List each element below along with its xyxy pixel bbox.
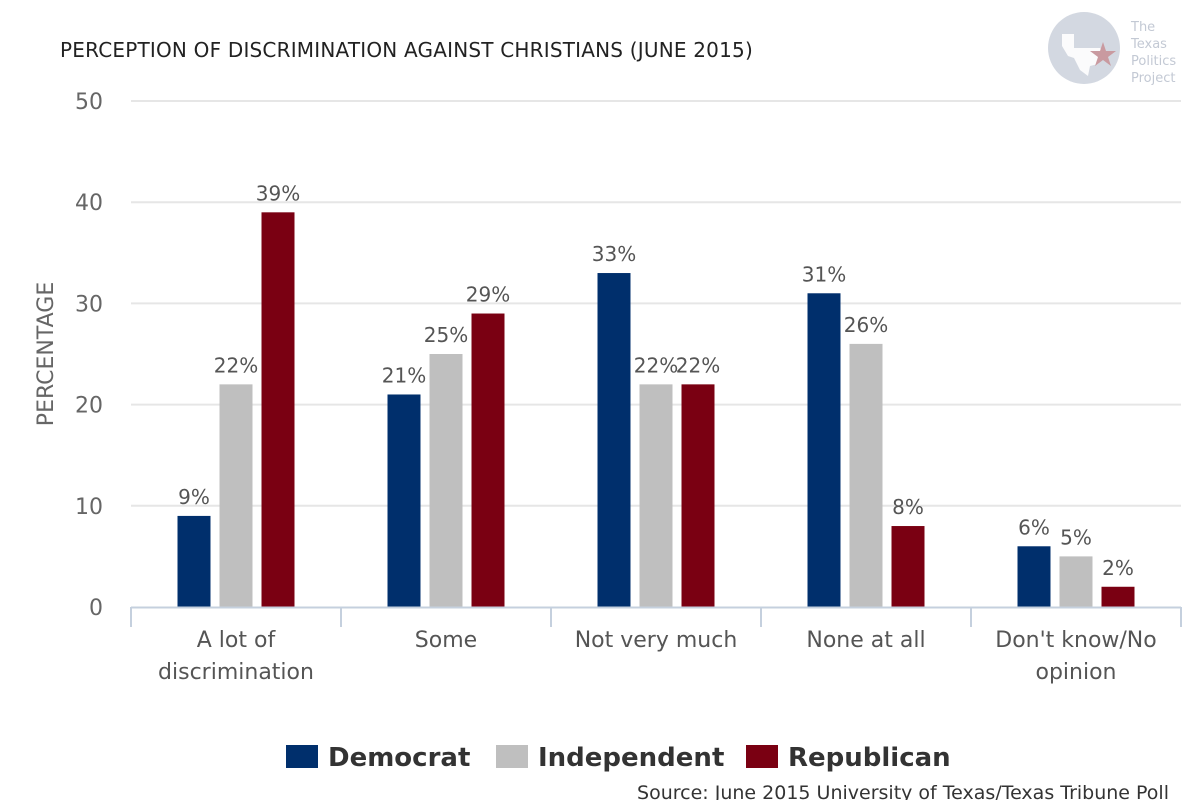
- x-tick-label: discrimination: [158, 660, 314, 685]
- bar-republican: [261, 212, 295, 607]
- legend-label-democrat: Democrat: [328, 743, 470, 773]
- data-label: 5%: [1060, 525, 1092, 549]
- data-label: 31%: [802, 262, 846, 286]
- logo-line-4: Project: [1131, 71, 1175, 86]
- texas-politics-project-logo: The Texas Politics Project: [1048, 12, 1176, 86]
- y-tick-label: 10: [75, 495, 103, 520]
- data-label: 29%: [466, 283, 510, 307]
- x-tick-label: None at all: [806, 628, 925, 653]
- data-label: 2%: [1102, 556, 1134, 580]
- chart-title: PERCEPTION OF DISCRIMINATION AGAINST CHR…: [60, 38, 753, 62]
- bar-democrat: [597, 273, 631, 607]
- legend-swatch-independent: [496, 745, 528, 768]
- logo-line-2: Texas: [1130, 37, 1167, 52]
- bar-republican: [681, 384, 715, 607]
- legend-label-independent: Independent: [538, 743, 724, 773]
- y-axis: 0 10 20 30 40 50: [75, 90, 103, 621]
- x-tick-label: A lot of: [197, 628, 277, 653]
- legend-label-republican: Republican: [788, 743, 951, 773]
- legend-swatch-democrat: [286, 745, 318, 768]
- y-tick-label: 30: [75, 292, 103, 317]
- data-label: 22%: [676, 353, 720, 377]
- x-tick-label: opinion: [1036, 660, 1117, 685]
- bar-republican: [891, 526, 925, 607]
- bar-independent: [219, 384, 253, 607]
- legend-swatch-republican: [746, 745, 778, 768]
- data-label: 9%: [178, 485, 210, 509]
- legend: Democrat Independent Republican: [286, 743, 951, 773]
- bars: [177, 212, 1135, 607]
- bar-independent: [1059, 556, 1093, 607]
- bar-democrat: [177, 515, 211, 607]
- bar-democrat: [1017, 546, 1051, 607]
- star-icon: [1090, 42, 1116, 66]
- data-label: 21%: [382, 363, 426, 387]
- data-label: 22%: [634, 353, 678, 377]
- data-label: 8%: [892, 495, 924, 519]
- logo-line-3: Politics: [1131, 54, 1176, 69]
- y-tick-label: 40: [75, 191, 103, 216]
- x-tick-label: Not very much: [575, 628, 738, 653]
- bar-independent: [639, 384, 673, 607]
- data-labels: 9% 21% 33% 31% 6% 22% 25% 22% 26% 5% 39% 29% 22% 8% 2%: [178, 181, 1134, 579]
- data-label: 39%: [256, 181, 300, 205]
- y-tick-label: 20: [75, 394, 103, 419]
- bar-republican: [471, 313, 505, 607]
- bar-democrat: [807, 293, 841, 607]
- bar-democrat: [387, 394, 421, 607]
- data-label: 26%: [844, 313, 888, 337]
- y-tick-label: 0: [89, 596, 103, 621]
- x-tick-label: Don't know/No: [995, 628, 1156, 653]
- source-note: Source: June 2015 University of Texas/Te…: [637, 782, 1169, 800]
- y-axis-title: PERCENTAGE: [34, 282, 59, 426]
- x-tick-label: Some: [415, 628, 477, 653]
- bar-independent: [849, 343, 883, 607]
- x-axis: A lot of discrimination Some Not very much N…: [130, 606, 1182, 685]
- bar-independent: [429, 354, 463, 607]
- data-label: 33%: [592, 242, 636, 266]
- data-label: 25%: [424, 323, 468, 347]
- texas-map-icon: [1062, 34, 1104, 76]
- logo-line-1: The: [1130, 20, 1155, 35]
- y-tick-label: 50: [75, 90, 103, 115]
- bar-republican: [1101, 586, 1135, 607]
- data-label: 22%: [214, 353, 258, 377]
- data-label: 6%: [1018, 515, 1050, 539]
